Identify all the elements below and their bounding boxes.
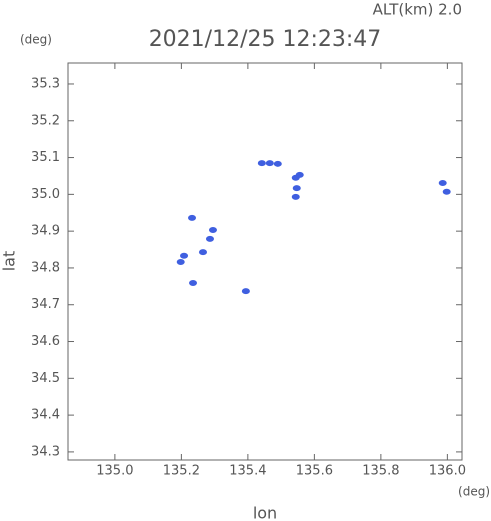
echo-point xyxy=(189,280,198,287)
echo-point xyxy=(442,188,451,195)
y-tick-label: 34.3 xyxy=(31,444,60,459)
echo-point xyxy=(176,259,185,266)
echo-point xyxy=(205,235,214,242)
x-tick-label: 135.2 xyxy=(163,464,200,479)
altitude-label: ALT(km) 2.0 xyxy=(373,1,462,19)
echo-point xyxy=(273,160,282,167)
y-tick-label: 35.3 xyxy=(31,76,60,91)
y-unit: (deg) xyxy=(20,33,52,47)
y-tick-label: 34.7 xyxy=(31,297,60,312)
echo-point xyxy=(292,185,301,192)
y-tick-label: 34.4 xyxy=(31,408,60,423)
y-tick-label: 34.9 xyxy=(31,224,60,239)
y-tick-label: 35.2 xyxy=(31,113,60,128)
y-tick-label: 34.8 xyxy=(31,260,60,275)
plot-frame xyxy=(67,62,463,461)
echo-point xyxy=(438,179,447,186)
x-tick-label: 135.4 xyxy=(229,464,266,479)
y-axis-label: lat xyxy=(0,251,19,272)
echo-point xyxy=(188,214,197,221)
y-tick-label: 34.6 xyxy=(31,334,60,349)
y-tick-label: 35.1 xyxy=(31,150,60,165)
echo-point xyxy=(295,171,304,178)
x-tick-label: 136.0 xyxy=(429,464,466,479)
echo-point xyxy=(180,252,189,259)
x-unit: (deg) xyxy=(458,485,490,499)
x-axis-label: lon xyxy=(253,504,277,521)
echo-point xyxy=(241,288,250,295)
x-tick-label: 135.0 xyxy=(96,464,133,479)
echo-point xyxy=(291,193,300,200)
echo-point xyxy=(208,227,217,234)
echo-point xyxy=(265,160,274,167)
x-tick-label: 135.6 xyxy=(296,464,333,479)
y-tick-label: 35.0 xyxy=(31,187,60,202)
echo-point xyxy=(198,249,207,256)
echo-point xyxy=(257,160,266,167)
chart-title: 2021/12/25 12:23:47 xyxy=(149,27,382,52)
x-tick-label: 135.8 xyxy=(362,464,399,479)
y-tick-label: 34.5 xyxy=(31,371,60,386)
